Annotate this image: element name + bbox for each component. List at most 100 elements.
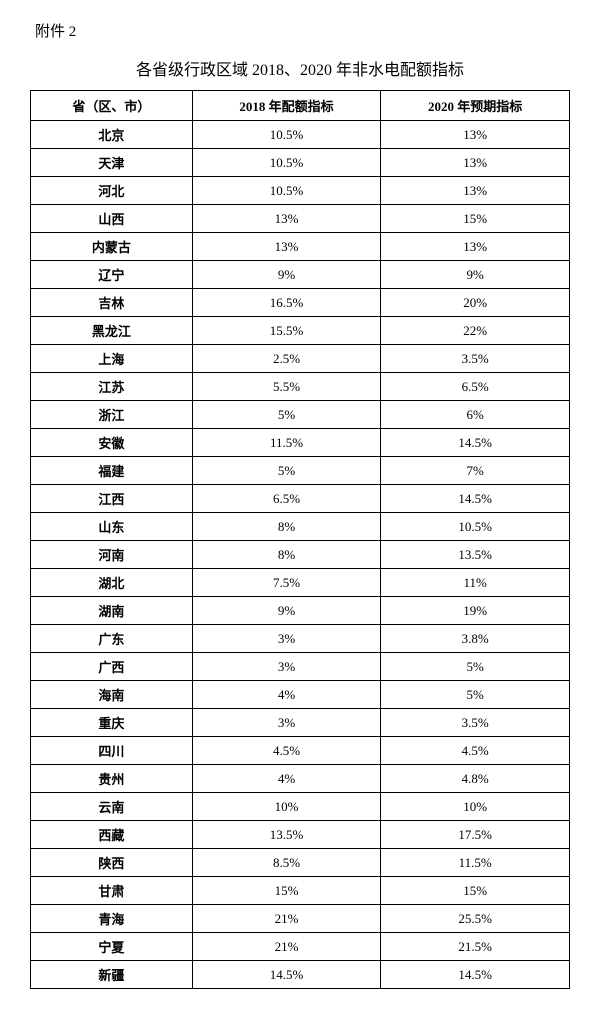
cell-2020: 17.5% bbox=[381, 821, 570, 849]
table-row: 福建5%7% bbox=[31, 457, 570, 485]
table-row: 安徽11.5%14.5% bbox=[31, 429, 570, 457]
cell-province: 上海 bbox=[31, 345, 193, 373]
cell-2018: 21% bbox=[192, 933, 381, 961]
cell-2018: 21% bbox=[192, 905, 381, 933]
cell-2020: 10% bbox=[381, 793, 570, 821]
cell-2018: 8% bbox=[192, 541, 381, 569]
table-row: 吉林16.5%20% bbox=[31, 289, 570, 317]
table-row: 西藏13.5%17.5% bbox=[31, 821, 570, 849]
cell-2020: 21.5% bbox=[381, 933, 570, 961]
table-row: 云南10%10% bbox=[31, 793, 570, 821]
cell-province: 北京 bbox=[31, 121, 193, 149]
cell-province: 山东 bbox=[31, 513, 193, 541]
cell-2018: 10.5% bbox=[192, 149, 381, 177]
cell-2018: 11.5% bbox=[192, 429, 381, 457]
cell-2020: 25.5% bbox=[381, 905, 570, 933]
cell-2018: 13.5% bbox=[192, 821, 381, 849]
cell-2018: 15.5% bbox=[192, 317, 381, 345]
cell-2018: 8% bbox=[192, 513, 381, 541]
cell-2020: 15% bbox=[381, 877, 570, 905]
cell-2018: 16.5% bbox=[192, 289, 381, 317]
cell-province: 天津 bbox=[31, 149, 193, 177]
table-row: 江西6.5%14.5% bbox=[31, 485, 570, 513]
cell-province: 吉林 bbox=[31, 289, 193, 317]
cell-2020: 4.5% bbox=[381, 737, 570, 765]
cell-province: 湖北 bbox=[31, 569, 193, 597]
cell-province: 四川 bbox=[31, 737, 193, 765]
cell-2020: 3.5% bbox=[381, 345, 570, 373]
cell-2020: 4.8% bbox=[381, 765, 570, 793]
cell-2020: 14.5% bbox=[381, 485, 570, 513]
cell-2018: 9% bbox=[192, 261, 381, 289]
cell-2020: 13% bbox=[381, 121, 570, 149]
cell-2020: 6.5% bbox=[381, 373, 570, 401]
cell-province: 河南 bbox=[31, 541, 193, 569]
cell-province: 云南 bbox=[31, 793, 193, 821]
table-row: 青海21%25.5% bbox=[31, 905, 570, 933]
table-row: 湖南9%19% bbox=[31, 597, 570, 625]
cell-2018: 4.5% bbox=[192, 737, 381, 765]
table-row: 河南8%13.5% bbox=[31, 541, 570, 569]
cell-2018: 13% bbox=[192, 233, 381, 261]
cell-province: 广东 bbox=[31, 625, 193, 653]
cell-2018: 13% bbox=[192, 205, 381, 233]
table-row: 贵州4%4.8% bbox=[31, 765, 570, 793]
cell-2020: 13% bbox=[381, 177, 570, 205]
cell-province: 青海 bbox=[31, 905, 193, 933]
cell-2018: 10.5% bbox=[192, 177, 381, 205]
cell-2020: 6% bbox=[381, 401, 570, 429]
cell-2020: 7% bbox=[381, 457, 570, 485]
cell-2020: 22% bbox=[381, 317, 570, 345]
cell-province: 安徽 bbox=[31, 429, 193, 457]
cell-2018: 2.5% bbox=[192, 345, 381, 373]
cell-2020: 5% bbox=[381, 653, 570, 681]
cell-2018: 3% bbox=[192, 653, 381, 681]
quota-table: 省（区、市） 2018 年配额指标 2020 年预期指标 北京10.5%13%天… bbox=[30, 90, 570, 989]
cell-2018: 8.5% bbox=[192, 849, 381, 877]
cell-2020: 13% bbox=[381, 233, 570, 261]
cell-2018: 5% bbox=[192, 457, 381, 485]
cell-province: 广西 bbox=[31, 653, 193, 681]
cell-2020: 13% bbox=[381, 149, 570, 177]
cell-2020: 20% bbox=[381, 289, 570, 317]
cell-2018: 15% bbox=[192, 877, 381, 905]
cell-province: 甘肃 bbox=[31, 877, 193, 905]
table-row: 重庆3%3.5% bbox=[31, 709, 570, 737]
cell-province: 陕西 bbox=[31, 849, 193, 877]
cell-2020: 3.8% bbox=[381, 625, 570, 653]
table-row: 四川4.5%4.5% bbox=[31, 737, 570, 765]
table-header-row: 省（区、市） 2018 年配额指标 2020 年预期指标 bbox=[31, 91, 570, 121]
col-header-province: 省（区、市） bbox=[31, 91, 193, 121]
table-row: 天津10.5%13% bbox=[31, 149, 570, 177]
cell-province: 江苏 bbox=[31, 373, 193, 401]
cell-2020: 11% bbox=[381, 569, 570, 597]
table-row: 湖北7.5%11% bbox=[31, 569, 570, 597]
cell-2020: 15% bbox=[381, 205, 570, 233]
cell-province: 江西 bbox=[31, 485, 193, 513]
table-row: 甘肃15%15% bbox=[31, 877, 570, 905]
table-row: 山东8%10.5% bbox=[31, 513, 570, 541]
col-header-2018: 2018 年配额指标 bbox=[192, 91, 381, 121]
cell-2018: 3% bbox=[192, 625, 381, 653]
cell-2020: 19% bbox=[381, 597, 570, 625]
cell-province: 重庆 bbox=[31, 709, 193, 737]
table-row: 江苏5.5%6.5% bbox=[31, 373, 570, 401]
table-title: 各省级行政区域 2018、2020 年非水电配额指标 bbox=[30, 56, 570, 80]
cell-2020: 14.5% bbox=[381, 429, 570, 457]
cell-2020: 5% bbox=[381, 681, 570, 709]
table-row: 河北10.5%13% bbox=[31, 177, 570, 205]
cell-2020: 10.5% bbox=[381, 513, 570, 541]
cell-2018: 3% bbox=[192, 709, 381, 737]
cell-province: 海南 bbox=[31, 681, 193, 709]
table-row: 宁夏21%21.5% bbox=[31, 933, 570, 961]
cell-province: 浙江 bbox=[31, 401, 193, 429]
cell-2018: 6.5% bbox=[192, 485, 381, 513]
cell-province: 西藏 bbox=[31, 821, 193, 849]
cell-2020: 9% bbox=[381, 261, 570, 289]
cell-province: 贵州 bbox=[31, 765, 193, 793]
cell-province: 山西 bbox=[31, 205, 193, 233]
cell-2018: 10% bbox=[192, 793, 381, 821]
table-row: 内蒙古13%13% bbox=[31, 233, 570, 261]
table-row: 辽宁9%9% bbox=[31, 261, 570, 289]
cell-province: 黑龙江 bbox=[31, 317, 193, 345]
